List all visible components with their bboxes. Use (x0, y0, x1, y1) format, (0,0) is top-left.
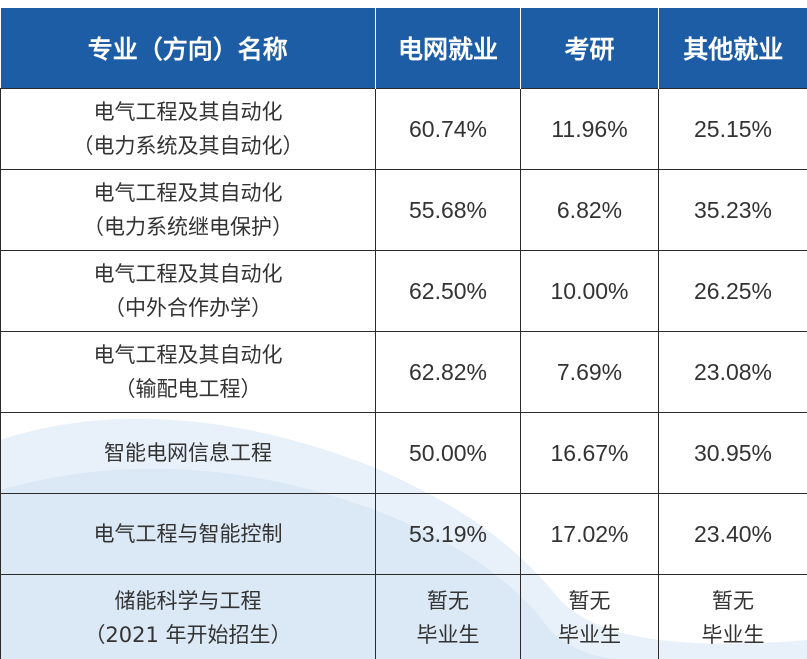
other-employment-rate: 26.25% (658, 250, 807, 332)
no-graduates-line2: 毕业生 (558, 623, 621, 647)
no-graduates-line2: 毕业生 (416, 623, 480, 647)
major-name-cell: 电气工程及其自动化 （电力系统及其自动化） (0, 88, 376, 170)
major-name-cell: 电气工程及其自动化 （电力系统继电保护） (0, 169, 376, 251)
postgraduate-rate: 17.02% (520, 493, 659, 575)
table-row: 电气工程与智能控制 53.19% 17.02% 23.40% (0, 493, 807, 575)
other-employment-rate: 35.23% (658, 169, 807, 251)
grid-employment-rate: 62.82% (375, 331, 521, 413)
other-employment-rate: 暂无 毕业生 (658, 574, 807, 659)
header-postgraduate: 考研 (520, 8, 659, 89)
other-employment-rate: 23.40% (658, 493, 807, 575)
header-major-name: 专业（方向）名称 (0, 8, 376, 89)
grid-employment-rate: 62.50% (375, 250, 521, 332)
other-employment-rate: 25.15% (658, 88, 807, 170)
major-direction: （输配电工程） (114, 377, 262, 401)
major-name-cell: 电气工程与智能控制 (0, 493, 376, 575)
postgraduate-rate: 6.82% (520, 169, 659, 251)
no-graduates-line1: 暂无 (427, 589, 469, 613)
grid-employment-rate: 55.68% (375, 169, 521, 251)
major-direction: （电力系统继电保护） (83, 215, 293, 239)
major-name: 电气工程及其自动化 (93, 262, 283, 286)
no-graduates-line1: 暂无 (568, 589, 611, 613)
major-name: 电气工程及其自动化 (93, 343, 283, 367)
postgraduate-rate: 7.69% (520, 331, 659, 413)
postgraduate-rate: 11.96% (520, 88, 659, 170)
table-row: 电气工程及其自动化 （电力系统及其自动化） 60.74% 11.96% 25.1… (0, 88, 807, 170)
other-employment-rate: 30.95% (658, 412, 807, 494)
grid-employment-rate: 53.19% (375, 493, 521, 575)
major-name: 电气工程及其自动化 (93, 100, 283, 124)
header-row: 专业（方向）名称 电网就业 考研 其他就业 (0, 8, 807, 89)
header-other-employment: 其他就业 (658, 8, 807, 89)
major-name-cell: 电气工程及其自动化 （输配电工程） (0, 331, 376, 413)
major-name: 电气工程与智能控制 (93, 522, 283, 546)
major-name-cell: 储能科学与工程 （2021 年开始招生） (0, 574, 376, 659)
table-row: 电气工程及其自动化 （中外合作办学） 62.50% 10.00% 26.25% (0, 250, 807, 332)
table-row: 智能电网信息工程 50.00% 16.67% 30.95% (0, 412, 807, 494)
major-name: 储能科学与工程 (114, 589, 262, 613)
postgraduate-rate: 暂无 毕业生 (520, 574, 659, 659)
grid-employment-rate: 50.00% (375, 412, 521, 494)
table-row: 储能科学与工程 （2021 年开始招生） 暂无 毕业生 暂无 毕业生 暂无 毕业… (0, 574, 807, 659)
major-name-cell: 智能电网信息工程 (0, 412, 376, 494)
grid-employment-rate: 暂无 毕业生 (375, 574, 521, 659)
major-name: 智能电网信息工程 (104, 441, 272, 465)
major-direction: （中外合作办学） (104, 296, 272, 320)
postgraduate-rate: 10.00% (520, 250, 659, 332)
table-row: 电气工程及其自动化 （电力系统继电保护） 55.68% 6.82% 35.23% (0, 169, 807, 251)
other-employment-rate: 23.08% (658, 331, 807, 413)
no-graduates-line2: 毕业生 (701, 623, 765, 647)
postgraduate-rate: 16.67% (520, 412, 659, 494)
major-name-cell: 电气工程及其自动化 （中外合作办学） (0, 250, 376, 332)
major-name: 电气工程及其自动化 (93, 181, 283, 205)
major-direction: （电力系统及其自动化） (72, 134, 304, 158)
header-grid-employment: 电网就业 (375, 8, 521, 89)
employment-table: 专业（方向）名称 电网就业 考研 其他就业 电气工程及其自动化 （电力系统及其自… (0, 8, 807, 659)
major-direction: （2021 年开始招生） (84, 623, 292, 647)
table-row: 电气工程及其自动化 （输配电工程） 62.82% 7.69% 23.08% (0, 331, 807, 413)
no-graduates-line1: 暂无 (712, 589, 754, 613)
grid-employment-rate: 60.74% (375, 88, 521, 170)
